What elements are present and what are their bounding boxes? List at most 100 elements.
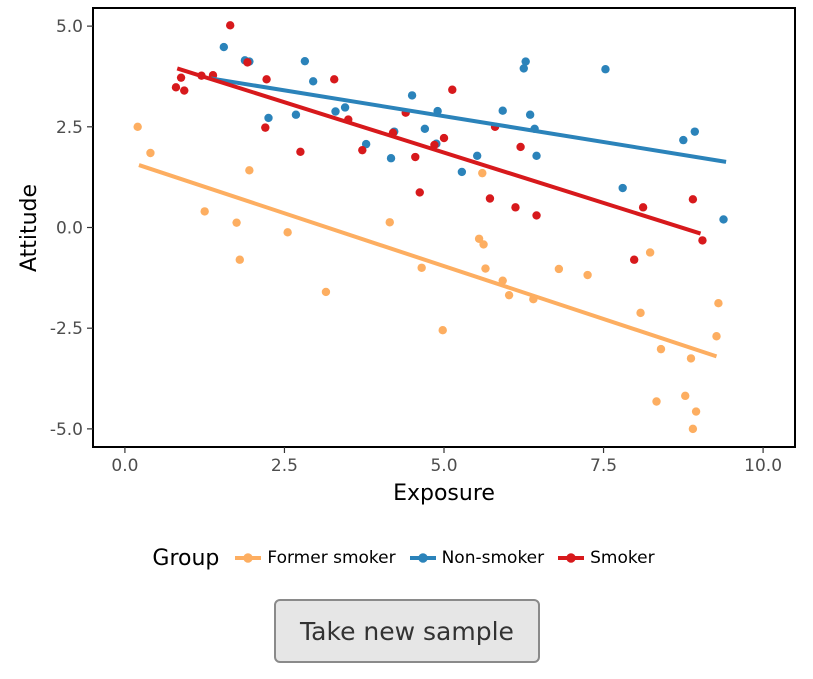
point-former-smoker <box>146 148 155 158</box>
point-former-smoker <box>245 166 254 175</box>
point-former-smoker <box>200 207 209 216</box>
point-non-smoker <box>407 91 417 100</box>
fit-line-non-smoker <box>210 76 727 164</box>
point-non-smoker <box>386 154 396 163</box>
point-non-smoker <box>457 167 467 177</box>
x-tick-label: 7.5 <box>590 456 617 476</box>
y-tick-label: -2.5 <box>50 319 83 339</box>
legend-item-smoker: Smoker <box>556 548 655 568</box>
point-non-smoker <box>361 139 371 149</box>
y-tick-label: -5.0 <box>50 420 83 440</box>
point-smoker <box>262 75 271 84</box>
point-non-smoker <box>308 77 318 86</box>
point-former-smoker <box>133 122 142 132</box>
point-smoker <box>688 195 698 204</box>
plot-panel: 0.0 2.5 5.0 7.5 10.0 5.0 2.5 0.0 -2.5 -5.0 <box>50 7 796 476</box>
point-smoker <box>448 85 457 94</box>
point-non-smoker <box>601 65 610 74</box>
point-smoker <box>629 255 639 264</box>
point-former-smoker <box>417 263 426 272</box>
point-non-smoker <box>291 110 301 119</box>
legend-item-non-smoker: Non-smoker <box>408 548 544 568</box>
y-tick-label: 0.0 <box>56 219 83 239</box>
point-non-smoker <box>525 110 535 119</box>
point-former-smoker <box>712 332 721 341</box>
point-non-smoker <box>618 183 627 193</box>
point-smoker <box>176 73 186 82</box>
y-axis-title: Attitude <box>17 184 42 272</box>
point-smoker <box>180 86 189 95</box>
point-non-smoker <box>498 106 507 115</box>
point-non-smoker <box>331 107 340 116</box>
point-former-smoker <box>656 344 666 354</box>
point-non-smoker <box>340 103 350 112</box>
point-former-smoker <box>681 391 690 401</box>
y-tick-label: 5.0 <box>56 17 83 37</box>
legend-key-smoker <box>558 553 585 563</box>
point-non-smoker <box>719 215 728 224</box>
point-former-smoker <box>478 168 487 178</box>
point-former-smoker <box>686 354 696 363</box>
point-former-smoker <box>714 299 723 308</box>
x-tick-label: 10.0 <box>744 456 782 476</box>
legend: Group Former smoker Non-smoker Smoker <box>0 540 813 576</box>
point-smoker <box>330 75 339 84</box>
fit-line-former-smoker <box>138 163 718 359</box>
legend-title: Group <box>152 545 220 571</box>
legend-label-former-smoker: Former smoker <box>267 548 396 568</box>
point-former-smoker <box>385 218 394 227</box>
point-smoker <box>439 133 449 143</box>
point-smoker <box>511 203 520 212</box>
point-smoker <box>532 211 541 220</box>
legend-label-smoker: Smoker <box>590 548 655 568</box>
point-non-smoker <box>472 151 482 161</box>
legend-key-non-smoker <box>409 553 436 563</box>
point-smoker <box>485 194 495 203</box>
point-non-smoker <box>519 64 528 73</box>
take-new-sample-button[interactable]: Take new sample <box>274 599 540 663</box>
point-smoker <box>261 123 270 132</box>
point-non-smoker <box>521 57 530 66</box>
point-smoker <box>415 188 424 197</box>
point-former-smoker <box>504 290 514 300</box>
y-tick-label: 2.5 <box>56 118 83 138</box>
point-former-smoker <box>645 248 655 257</box>
legend-item-former-smoker: Former smoker <box>233 548 396 568</box>
x-tick-label: 0.0 <box>111 456 138 476</box>
point-non-smoker <box>420 124 430 134</box>
point-former-smoker <box>636 308 645 318</box>
point-non-smoker <box>679 135 688 145</box>
x-tick-label: 2.5 <box>271 456 298 476</box>
point-smoker <box>296 147 305 156</box>
point-smoker <box>171 83 181 92</box>
fit-line-smoker <box>176 66 702 236</box>
point-former-smoker <box>479 240 488 249</box>
point-former-smoker <box>283 228 292 237</box>
point-former-smoker <box>583 270 592 280</box>
chart: 0.0 2.5 5.0 7.5 10.0 5.0 2.5 0.0 -2.5 -5.0 Exposu… <box>17 7 796 506</box>
point-former-smoker <box>321 287 331 297</box>
point-smoker <box>698 236 707 245</box>
point-smoker <box>516 142 525 152</box>
point-smoker <box>358 145 367 155</box>
x-axis-title: Exposure <box>393 481 495 506</box>
point-non-smoker <box>219 42 229 52</box>
point-former-smoker <box>688 424 698 434</box>
point-smoker <box>411 152 420 162</box>
point-former-smoker <box>235 255 244 264</box>
legend-key-former-smoker <box>235 553 262 563</box>
point-former-smoker <box>554 264 564 274</box>
point-smoker <box>638 203 648 212</box>
point-former-smoker <box>691 407 701 416</box>
point-non-smoker <box>300 56 310 66</box>
point-non-smoker <box>264 113 273 123</box>
point-non-smoker <box>690 127 700 136</box>
point-former-smoker <box>652 397 661 406</box>
point-non-smoker <box>532 151 541 161</box>
point-former-smoker <box>474 234 484 243</box>
point-smoker <box>226 21 235 30</box>
point-smoker <box>243 58 252 67</box>
point-former-smoker <box>232 218 241 227</box>
point-former-smoker <box>438 326 447 335</box>
point-former-smoker <box>481 264 490 273</box>
